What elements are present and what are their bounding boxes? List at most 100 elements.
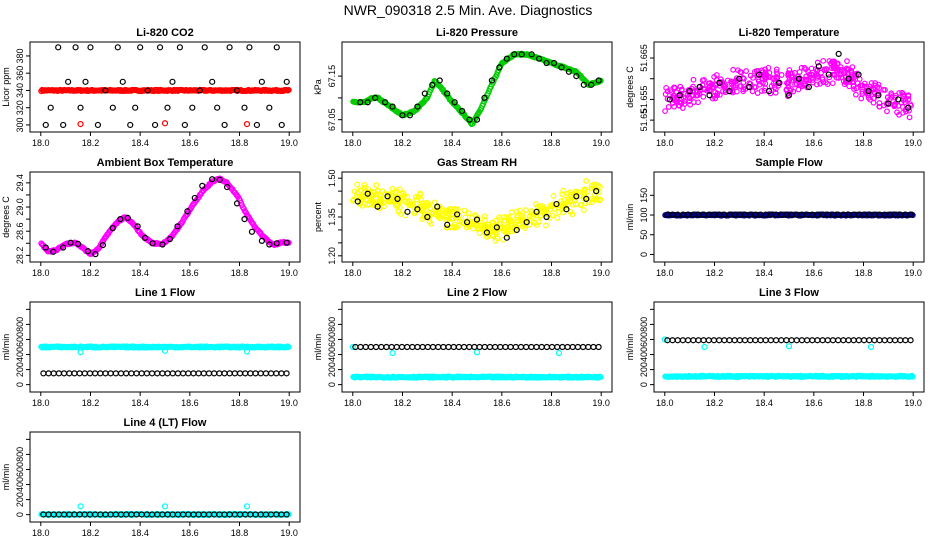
data-point [558, 64, 565, 71]
data-point [190, 370, 197, 377]
panel-li-820-pressure: Li-820 Pressure 18.0 18.2 18.4 18.6 18.8 19.0 6… [313, 27, 613, 148]
data-point [221, 121, 228, 129]
y-axis-label: ml/min [313, 334, 323, 361]
data-point [820, 57, 827, 64]
x-tick-label: 18.6 [805, 268, 823, 278]
data-point [554, 343, 561, 351]
data-point [362, 343, 369, 351]
panel-line-3-flow: Line 3 Flow 18.0 18.2 18.4 18.6 18.8 19.0 0 2004… [625, 287, 925, 408]
panel-li-820-co2: Li-820 CO2 18.0 18.2 18.4 18.6 18.8 19.0 300 320… [1, 27, 301, 148]
y-tick-label: 50 [639, 230, 649, 240]
x-tick-label: 18.6 [181, 138, 199, 148]
data-point [886, 337, 894, 344]
y-tick-label: 400 [15, 477, 25, 492]
data-point [555, 349, 563, 357]
data-point [205, 370, 213, 377]
data-point [511, 51, 518, 58]
data-point [519, 223, 526, 230]
data-point [845, 75, 852, 82]
plot-area [38, 44, 292, 129]
data-point [164, 370, 171, 377]
data-point [119, 78, 126, 85]
data-point [466, 116, 473, 123]
data-point [134, 223, 141, 230]
data-point [278, 370, 285, 377]
data-point [389, 103, 396, 110]
panel-line-1-flow: Line 1 Flow 18.0 18.2 18.4 18.6 18.8 19.0 0 2004… [1, 287, 301, 408]
data-point [766, 88, 773, 95]
data-point [846, 83, 853, 90]
data-point [569, 211, 576, 218]
data-point [711, 73, 718, 80]
figure-title: NWR_090318 2.5 Min. Ave. Diagnostics [343, 2, 593, 18]
data-point [730, 66, 737, 73]
y-axis-label: degrees C [1, 196, 11, 238]
x-tick-label: 19.0 [280, 268, 298, 278]
data-point [523, 219, 530, 226]
data-point [792, 81, 798, 88]
data-point [726, 88, 733, 95]
data-point [797, 82, 804, 88]
x-tick-label: 18.6 [493, 138, 511, 148]
x-tick-label: 18.8 [855, 268, 873, 278]
data-point [905, 104, 912, 111]
data-point [908, 372, 915, 379]
data-point [696, 83, 703, 91]
y-tick-label: 800 [15, 447, 25, 462]
data-point [572, 201, 579, 208]
data-point [503, 234, 510, 241]
y-axis-label: percent [313, 201, 323, 232]
data-point [714, 92, 720, 99]
data-point [67, 239, 74, 246]
data-point [454, 211, 461, 218]
plot-area [349, 343, 604, 381]
data-point [805, 77, 812, 84]
data-point [550, 59, 558, 67]
x-tick-label: 18.8 [855, 138, 873, 148]
data-point [92, 251, 99, 258]
data-point [40, 370, 47, 377]
y-axis-label: ml/min [1, 334, 11, 361]
data-point [690, 83, 696, 90]
series-0 [662, 372, 916, 380]
data-point [507, 217, 514, 224]
data-point [686, 98, 693, 105]
data-point [669, 337, 676, 344]
data-point [431, 199, 438, 206]
y-tick-label: 67.15 [327, 65, 337, 88]
x-tick-label: 18.6 [805, 398, 823, 408]
data-point [266, 104, 273, 111]
plot-frame [341, 301, 613, 393]
data-point [550, 192, 557, 199]
data-point [666, 96, 673, 103]
data-point [564, 198, 571, 205]
data-point [412, 194, 419, 200]
x-tick-label: 18.8 [231, 138, 249, 148]
data-point [414, 343, 421, 351]
data-point [705, 80, 712, 87]
data-point [211, 370, 218, 377]
data-point [372, 94, 379, 101]
y-tick-label: 0 [639, 382, 649, 387]
data-point [494, 235, 501, 242]
data-point [378, 343, 385, 351]
data-point [580, 81, 587, 88]
data-point [448, 224, 455, 231]
data-point [451, 205, 458, 212]
data-point [554, 215, 561, 221]
data-point [381, 99, 389, 106]
data-point [597, 373, 604, 380]
data-point [700, 337, 707, 344]
y-tick-label: 340 [15, 83, 25, 98]
data-point [440, 343, 447, 351]
x-tick-label: 18.2 [706, 268, 724, 278]
data-point [507, 343, 514, 351]
data-point [729, 87, 736, 94]
plot-frame [653, 301, 925, 393]
data-point [374, 203, 381, 210]
data-point [844, 58, 850, 65]
data-point [875, 92, 882, 99]
data-point [436, 77, 443, 84]
x-tick-label: 18.4 [755, 398, 773, 408]
